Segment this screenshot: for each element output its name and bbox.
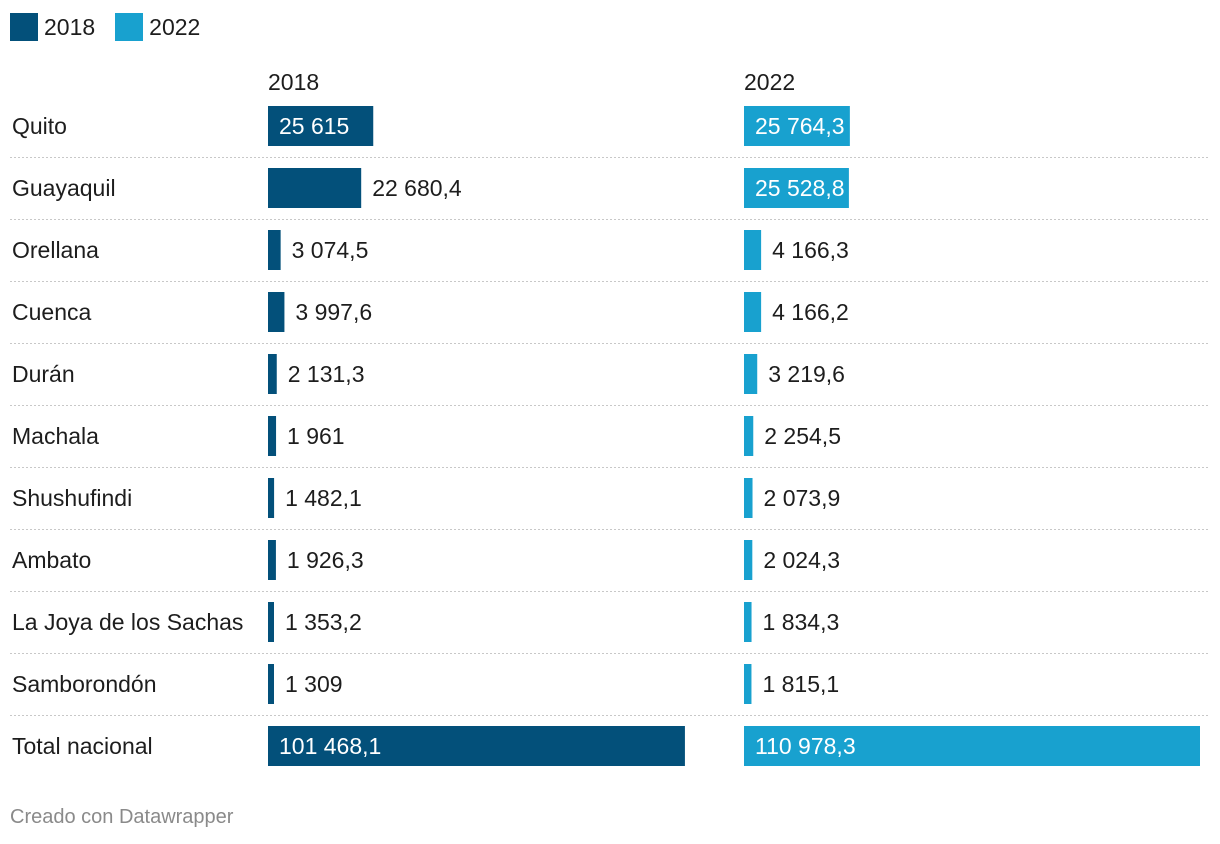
row-label-ambato: Ambato bbox=[12, 547, 91, 573]
bar-2022-orellana bbox=[744, 230, 762, 270]
value-label-2022-machala: 2 254,5 bbox=[764, 423, 841, 449]
bar-2018-machala bbox=[268, 416, 277, 456]
legend-swatch-2022 bbox=[115, 13, 144, 41]
legend-item-2022[interactable]: 2022 bbox=[115, 13, 200, 41]
bar-2022-total-nacional bbox=[744, 726, 1200, 766]
legend-item-2018[interactable]: 2018 bbox=[10, 13, 95, 41]
bar-2018-total-nacional bbox=[268, 726, 685, 766]
value-label-2018-ambato: 1 926,3 bbox=[287, 547, 364, 573]
row-label-samborondon: Samborondón bbox=[12, 671, 157, 697]
bar-2018-samborondon bbox=[268, 664, 274, 704]
value-label-2022-ambato: 2 024,3 bbox=[763, 547, 840, 573]
value-label-2018-orellana: 3 074,5 bbox=[292, 237, 369, 263]
value-label-2022-duran: 3 219,6 bbox=[768, 361, 845, 387]
value-label-2022-cuenca: 4 166,2 bbox=[772, 299, 849, 325]
value-label-2022-orellana: 4 166,3 bbox=[772, 237, 849, 263]
value-label-2018-machala: 1 961 bbox=[287, 423, 345, 449]
bar-2022-guayaquil bbox=[744, 168, 849, 208]
legend-swatch-2018 bbox=[10, 13, 38, 41]
bar-2022-shushufindi bbox=[744, 478, 753, 518]
bar-2022-la-joya-de-los-sachas bbox=[744, 602, 752, 642]
bar-2022-quito bbox=[744, 106, 850, 146]
value-label-2022-quito: 25 764,3 bbox=[755, 113, 845, 139]
legend-label-2022: 2022 bbox=[149, 14, 201, 40]
row-label-total-nacional: Total nacional bbox=[12, 733, 153, 759]
value-label-2022-guayaquil: 25 528,8 bbox=[755, 175, 845, 201]
bar-2018-orellana bbox=[268, 230, 281, 270]
bar-2018-la-joya-de-los-sachas bbox=[268, 602, 274, 642]
legend: 2018 2022 bbox=[10, 12, 220, 42]
row-label-machala: Machala bbox=[12, 423, 99, 449]
column-header-2018: 2018 bbox=[268, 69, 319, 95]
column-header-2022: 2022 bbox=[744, 69, 795, 95]
value-label-2018-total-nacional: 101 468,1 bbox=[279, 733, 381, 759]
legend-label-2018: 2018 bbox=[44, 14, 96, 40]
bar-2022-ambato bbox=[744, 540, 753, 580]
row-label-orellana: Orellana bbox=[12, 237, 99, 263]
row-label-quito: Quito bbox=[12, 113, 67, 139]
value-label-2022-shushufindi: 2 073,9 bbox=[764, 485, 841, 511]
bar-2018-duran bbox=[268, 354, 277, 394]
row-label-duran: Durán bbox=[12, 361, 75, 387]
value-label-2018-cuenca: 3 997,6 bbox=[295, 299, 372, 325]
footer-credit[interactable]: Creado con Datawrapper bbox=[10, 806, 234, 828]
bar-2022-samborondon bbox=[744, 664, 752, 704]
row-label-cuenca: Cuenca bbox=[12, 299, 91, 325]
bar-2018-ambato bbox=[268, 540, 276, 580]
value-label-2018-shushufindi: 1 482,1 bbox=[285, 485, 362, 511]
row-label-shushufindi: Shushufindi bbox=[12, 485, 132, 511]
bar-2018-guayaquil bbox=[268, 168, 362, 208]
row-label-guayaquil: Guayaquil bbox=[12, 175, 116, 201]
value-label-2018-duran: 2 131,3 bbox=[288, 361, 365, 387]
row-label-la-joya-de-los-sachas: La Joya de los Sachas bbox=[12, 609, 243, 635]
bar-2018-shushufindi bbox=[268, 478, 275, 518]
value-label-2018-quito: 25 615 bbox=[279, 113, 349, 139]
value-label-2018-samborondon: 1 309 bbox=[285, 671, 343, 697]
bar-2018-cuenca bbox=[268, 292, 285, 332]
bar-2022-duran bbox=[744, 354, 758, 394]
value-label-2022-total-nacional: 110 978,3 bbox=[755, 733, 856, 759]
value-label-2022-la-joya-de-los-sachas: 1 834,3 bbox=[763, 609, 840, 635]
bar-2022-machala bbox=[744, 416, 754, 456]
value-label-2022-samborondon: 1 815,1 bbox=[762, 671, 839, 697]
bar-2018-quito bbox=[268, 106, 374, 146]
bar-2022-cuenca bbox=[744, 292, 762, 332]
value-label-2018-guayaquil: 22 680,4 bbox=[372, 175, 462, 201]
value-label-2018-la-joya-de-los-sachas: 1 353,2 bbox=[285, 609, 362, 635]
